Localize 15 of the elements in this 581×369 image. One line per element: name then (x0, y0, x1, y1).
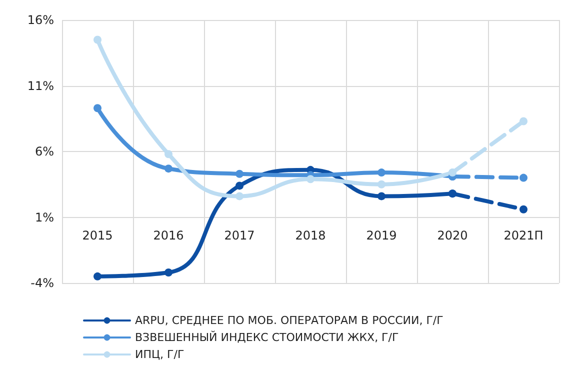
y-tick-label: 11% (27, 78, 54, 93)
x-tick-label: 2021П (504, 228, 544, 242)
x-tick-label: 2017 (224, 228, 255, 242)
x-tick-label: 2019 (366, 228, 397, 242)
y-tick-label: 1% (34, 210, 54, 224)
legend-label: ВЗВЕШЕННЫЙ ИНДЕКС СТОИМОСТИ ЖКХ, Г/Г (135, 330, 399, 344)
x-tick-label: 2018 (295, 228, 326, 242)
legend-label: ARPU, СРЕДНЕЕ ПО МОБ. ОПЕРАТОРАМ В РОССИИ, Г/Г (135, 314, 444, 327)
x-tick-label: 2016 (153, 228, 184, 242)
x-tick-label: 2020 (437, 228, 468, 242)
y-tick-label: 16% (27, 13, 54, 27)
legend-label: ИПЦ, Г/Г (135, 348, 184, 361)
y-tick-label: -4% (30, 276, 54, 290)
y-tick-label: 6% (34, 144, 54, 158)
x-tick-label: 2015 (82, 228, 113, 242)
